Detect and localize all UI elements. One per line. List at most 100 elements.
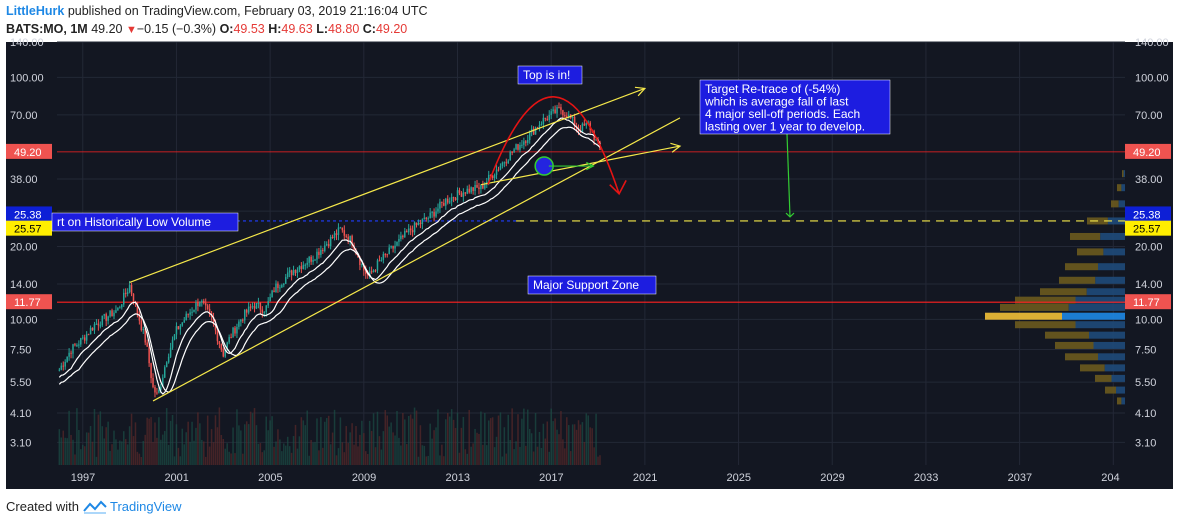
tradingview-link[interactable]: TradingView <box>83 499 182 514</box>
candle-body <box>402 235 404 238</box>
volume-bar <box>253 408 256 465</box>
volume-bar <box>527 409 529 465</box>
volume-bar <box>214 415 217 465</box>
trendline <box>480 145 681 186</box>
candle-body <box>476 184 478 188</box>
volume-bar <box>175 424 178 465</box>
volume-bar <box>568 425 570 465</box>
volume-bar <box>105 427 107 465</box>
volume-profile-bar <box>1104 364 1125 372</box>
volume-bar <box>400 445 402 465</box>
candle-body <box>124 292 127 294</box>
candle-body <box>271 290 273 298</box>
volume-bar <box>249 411 252 465</box>
candle-body <box>343 230 346 236</box>
candle-body <box>136 302 139 314</box>
volume-profile-bar <box>1117 397 1122 405</box>
time-tick-label: 2005 <box>258 472 282 484</box>
candle-body <box>583 123 586 126</box>
volume-bar <box>314 442 316 465</box>
volume-bar <box>386 415 388 465</box>
volume-bar <box>163 431 166 465</box>
candle-body <box>409 228 412 231</box>
price-label-right: 11.77 <box>1133 297 1160 309</box>
volume-bar <box>222 438 225 465</box>
time-axis[interactable]: 1997 2001 2005 2009 2013 2017 2021 2025 2029 2033… <box>71 472 1120 484</box>
candle-body <box>407 228 410 233</box>
volume-bar <box>599 455 601 465</box>
candle-body <box>484 184 486 189</box>
candle-body <box>242 319 244 321</box>
volume-bar <box>349 432 351 465</box>
volume-profile-bar <box>1098 263 1125 271</box>
volume-bar <box>294 424 297 465</box>
candle-body <box>83 337 86 341</box>
author-link[interactable]: LittleHurk <box>6 4 65 18</box>
volume-bar <box>361 420 363 465</box>
candle-body <box>261 309 264 313</box>
volume-bar <box>552 421 554 465</box>
volume-bar <box>206 415 209 465</box>
volume-bar <box>542 423 545 465</box>
candle-body <box>281 285 283 288</box>
volume-bar <box>148 418 150 465</box>
candle-body <box>146 342 148 347</box>
volume-bar <box>320 417 322 465</box>
candle-body <box>450 197 453 202</box>
price-axis[interactable]: 140.00 140.00 100.00 100.00 70.00 70.00 38.00 3… <box>10 37 1169 449</box>
candle-body <box>119 307 121 309</box>
candle-body <box>245 309 248 313</box>
volume-bar <box>407 416 410 465</box>
price-axis-background <box>1125 42 1173 465</box>
price-tick-label-left: 14.00 <box>10 279 38 291</box>
price-tick-label-left: 70.00 <box>10 110 38 122</box>
high-label: H: <box>268 22 282 36</box>
candle-body <box>374 270 377 272</box>
volume-bar <box>587 415 590 465</box>
candle-body <box>554 109 556 114</box>
volume-bar <box>193 440 195 465</box>
candle-body <box>283 283 285 286</box>
candle-body <box>204 303 207 306</box>
volume-bar <box>107 421 109 465</box>
volume-bar <box>76 408 78 465</box>
candle-body <box>199 302 201 307</box>
volume-bar <box>482 444 484 465</box>
candle-body <box>339 227 342 229</box>
volume-bar <box>353 444 355 465</box>
volume-bar <box>327 415 330 465</box>
candle-body <box>423 217 426 220</box>
candle-body <box>454 198 457 200</box>
volume-bar <box>240 430 242 465</box>
candle-body <box>224 350 226 357</box>
candle-body <box>464 192 467 194</box>
volume-profile-bar <box>1121 397 1125 405</box>
candle-body <box>156 392 158 394</box>
volume-bar <box>185 432 187 465</box>
candle-body <box>468 188 470 193</box>
candle-body <box>165 362 168 368</box>
volume-bar <box>427 455 429 465</box>
candle-body <box>501 162 504 166</box>
tradingview-logo-icon <box>83 500 107 514</box>
volume-bar <box>333 409 336 465</box>
candle-body <box>474 184 476 191</box>
candle-body <box>452 197 455 199</box>
volume-bar <box>273 446 275 465</box>
candle-body <box>87 334 90 336</box>
volume-bar <box>189 441 191 465</box>
volume-bar <box>255 425 258 465</box>
volume-profile-bar <box>1121 184 1125 192</box>
volume-bar <box>573 424 576 465</box>
volume-bar <box>378 436 381 465</box>
candle-body <box>251 306 254 308</box>
candle-body <box>189 312 191 315</box>
volume-bar <box>402 412 404 465</box>
volume-profile-bar <box>1062 312 1125 320</box>
volume-bar <box>216 427 219 465</box>
price-label-left-bg <box>6 206 52 222</box>
candle-body <box>435 211 437 217</box>
volume-bar <box>489 418 492 465</box>
volume-profile-bar <box>1086 288 1125 296</box>
candle-body <box>366 273 369 276</box>
